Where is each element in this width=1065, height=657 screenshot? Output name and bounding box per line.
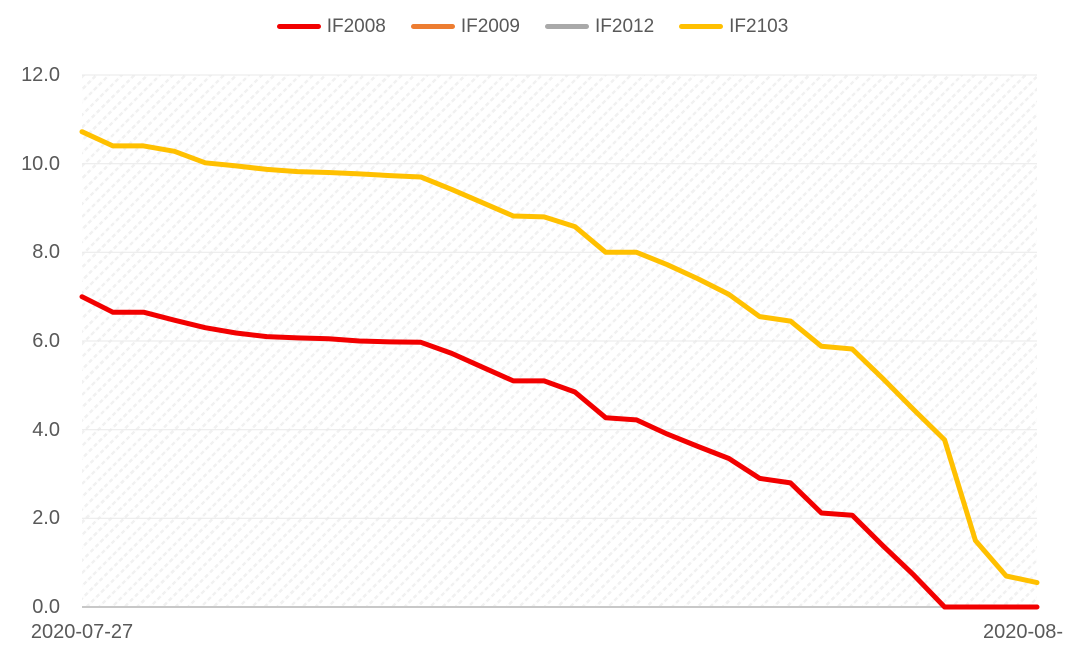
legend-item-IF2009[interactable]: IF2009 xyxy=(410,15,520,37)
chart-legend: IF2008 IF2009 IF2012 IF2103 xyxy=(0,13,1065,39)
series-line-IF2008 xyxy=(79,294,1040,610)
x-axis-label-start: 2020-07-27 xyxy=(30,621,134,643)
legend-swatch-IF2008 xyxy=(276,23,321,29)
legend-item-IF2008[interactable]: IF2008 xyxy=(276,15,386,37)
y-tick-label: 2.0 xyxy=(32,507,60,530)
y-tick-label: 4.0 xyxy=(32,418,60,441)
y-tick-label: 12.0 xyxy=(21,64,60,86)
legend-label: IF2103 xyxy=(729,15,789,37)
y-tick-label: 6.0 xyxy=(32,330,60,352)
legend-item-IF2103[interactable]: IF2103 xyxy=(679,17,788,36)
y-tick-label: 10.0 xyxy=(21,152,60,175)
series-line-IF2103 xyxy=(79,129,1040,586)
y-tick-label: 8.0 xyxy=(32,241,60,264)
legend-swatch-IF2103 xyxy=(679,23,724,29)
legend-label: IF2008 xyxy=(326,15,386,37)
legend-label: IF2012 xyxy=(595,15,655,37)
legend-label: IF2009 xyxy=(460,15,520,37)
legend-item-IF2012[interactable]: IF2012 xyxy=(545,17,654,36)
legend-swatch-IF2009 xyxy=(410,23,455,29)
legend-swatch-IF2012 xyxy=(545,23,589,29)
y-tick-label: 0.0 xyxy=(32,596,60,618)
x-axis-label-end: 2020-08- xyxy=(983,621,1064,643)
